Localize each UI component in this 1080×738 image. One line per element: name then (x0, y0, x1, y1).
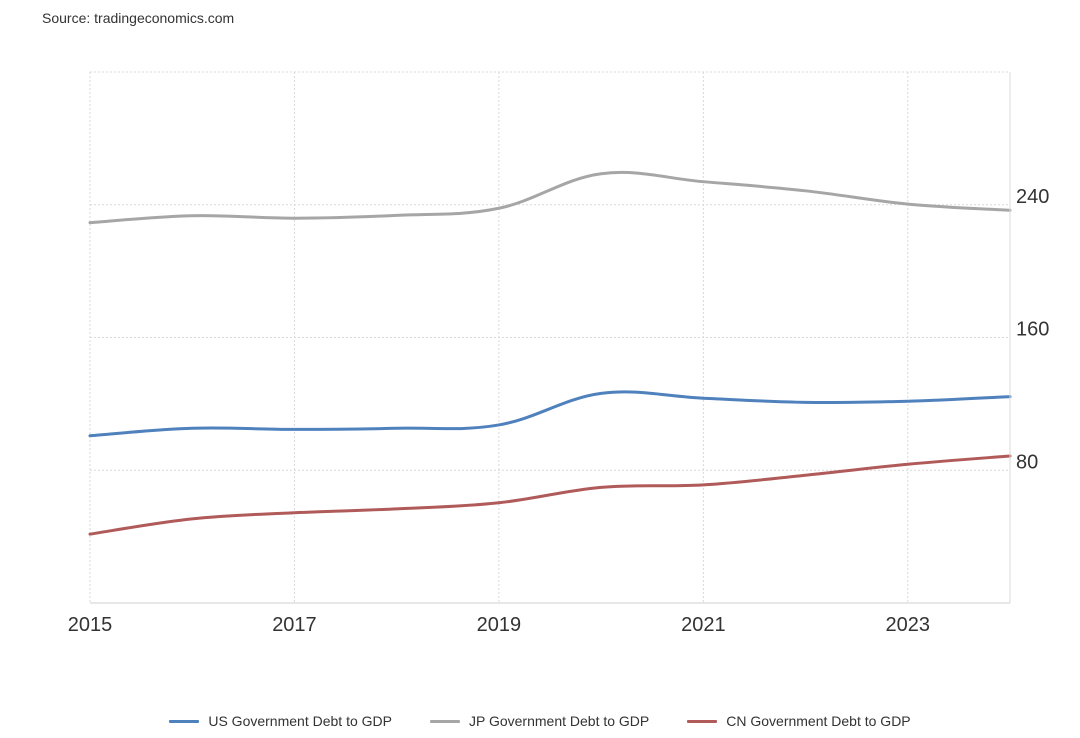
legend: US Government Debt to GDP JP Government D… (0, 710, 1080, 732)
x-tick-label: 2019 (477, 614, 522, 636)
y-tick-label: 160 (1016, 319, 1049, 341)
x-tick-label: 2023 (886, 614, 931, 636)
line-chart: 80 160 240 2015 2017 2019 2021 2023 (68, 71, 1049, 636)
series-line-1 (88, 170, 1012, 225)
source-text: Source: tradingeconomics.com (42, 10, 235, 26)
legend-swatch (169, 719, 200, 723)
legend-swatch (687, 719, 718, 723)
y-tick-label: 240 (1016, 186, 1049, 208)
axes: 80 160 240 2015 2017 2019 2021 2023 (68, 72, 1049, 636)
x-tick-label: 2017 (272, 614, 317, 636)
legend-item[interactable]: JP Government Debt to GDP (429, 710, 650, 732)
series-line-0 (88, 390, 1012, 438)
series-lines (88, 170, 1012, 536)
legend-item[interactable]: US Government Debt to GDP (169, 710, 392, 732)
grid (89, 71, 1010, 603)
series-line-2 (88, 454, 1012, 536)
x-tick-label: 2021 (681, 614, 726, 636)
y-tick-label: 80 (1016, 451, 1038, 473)
legend-label: CN Government Debt to GDP (726, 713, 911, 729)
legend-item[interactable]: CN Government Debt to GDP (687, 710, 911, 732)
legend-label: US Government Debt to GDP (208, 713, 392, 729)
legend-swatch (429, 719, 460, 723)
x-tick-label: 2015 (68, 614, 113, 636)
legend-label: JP Government Debt to GDP (468, 713, 650, 729)
